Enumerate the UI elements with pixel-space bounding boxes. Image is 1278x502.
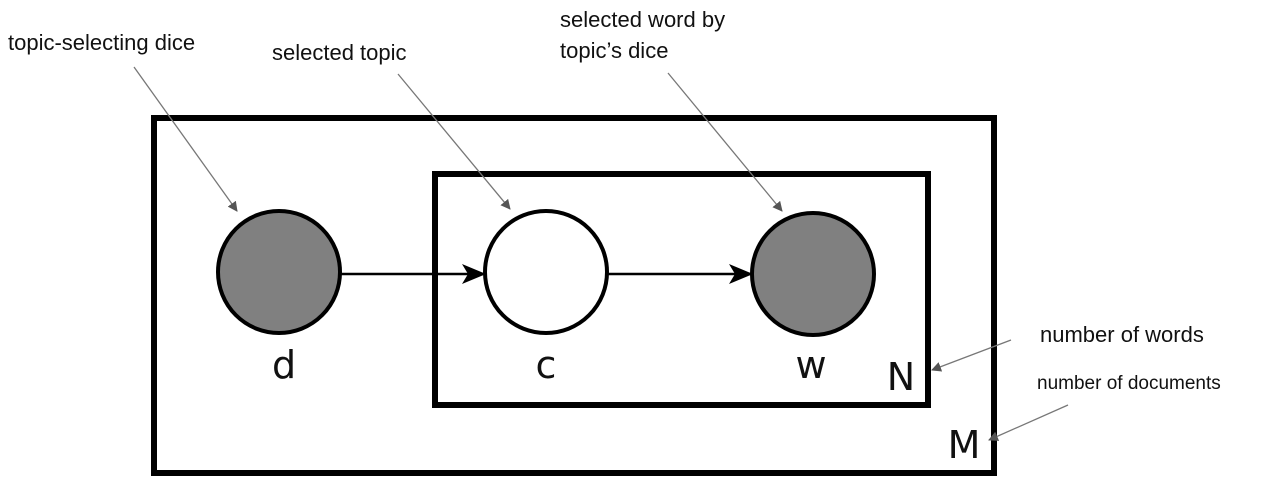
pointer-number-of-documents [988,404,1069,441]
annotation-selected-topic: selected topic [272,40,407,65]
annotation-topic-selecting-dice: topic-selecting dice [8,30,195,55]
plate-label-m: M [948,423,981,467]
node-d-observed [216,209,342,335]
pointer-number-of-words [931,339,1012,372]
plate-label-n: N [887,355,915,399]
node-c-latent [483,209,609,335]
outer-plate-documents [151,115,997,476]
pointer-topic-selecting-dice [133,66,238,212]
node-w-observed [750,211,876,337]
node-label-c: c [536,343,557,387]
pointer-selected-word [667,72,783,212]
node-label-d: d [272,343,296,387]
annotation-number-of-documents: number of documents [1037,373,1221,394]
annotation-number-of-words: number of words [1040,322,1204,347]
node-label-w: w [795,343,826,387]
annotation-selected-word-line1: selected word by [560,7,725,32]
pointer-selected-topic [397,73,511,210]
annotation-selected-word-line2: topic’s dice [560,38,668,63]
inner-plate-words [432,171,931,408]
